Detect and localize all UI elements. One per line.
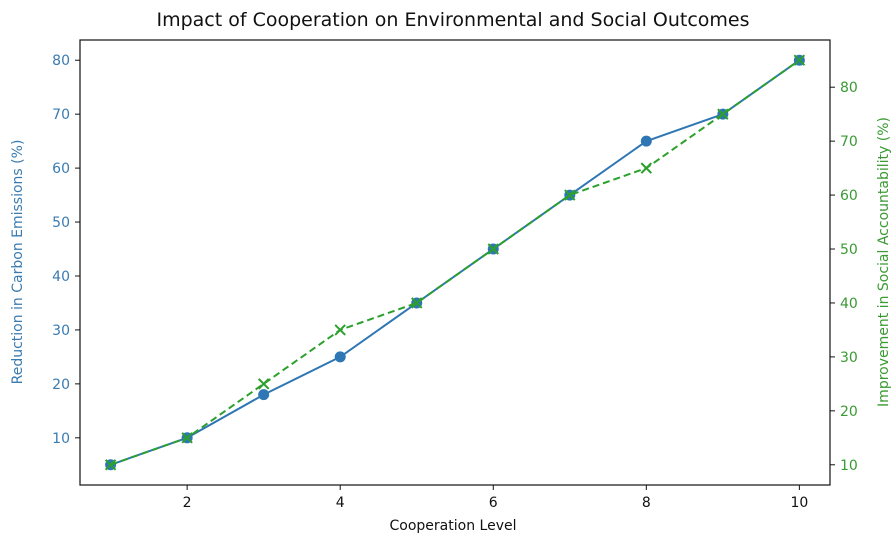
- right-y-axis-label: Improvement in Social Accountability (%): [876, 117, 892, 407]
- plot-area: 2 4 6 8 10 10 20 30 40 50 60 70 80 10 20 30 40 50 60 70 80: [52, 39, 858, 511]
- series-2-point: [257, 378, 270, 390]
- right-y-tick-label: 50: [840, 242, 858, 258]
- series-2-point: [564, 189, 576, 201]
- left-y-tick-label: 50: [52, 215, 70, 231]
- right-y-tick-label: 10: [840, 458, 858, 474]
- left-y-tick-label: 30: [52, 323, 70, 339]
- series-2-point: [104, 459, 117, 471]
- left-y-tick-label: 80: [52, 53, 70, 69]
- left-y-tick-label: 70: [52, 107, 70, 123]
- series-1-point: [334, 351, 346, 363]
- left-y-tick-label: 20: [52, 377, 70, 393]
- right-y-tick-label: 80: [840, 80, 858, 96]
- x-axis-label: Cooperation Level: [390, 518, 517, 533]
- series-1-point: [640, 135, 652, 147]
- series-2-point: [487, 243, 499, 255]
- series-2-point: [793, 54, 806, 66]
- x-tick-label: 8: [642, 495, 651, 511]
- right-y-tick-label: 70: [840, 134, 858, 150]
- right-y-tick-label: 40: [840, 296, 858, 312]
- series-1-point: [258, 389, 270, 401]
- series-2-point: [334, 324, 346, 336]
- left-y-axis-label: Reduction in Carbon Emissions (%): [10, 140, 26, 385]
- left-y-tick-label: 10: [52, 431, 70, 447]
- left-y-tick-label: 60: [52, 161, 70, 177]
- series-2-line: [110, 59, 800, 466]
- left-y-tick-label: 40: [52, 269, 70, 285]
- series-1-line: [110, 59, 800, 466]
- x-tick-label: 2: [183, 495, 192, 511]
- right-y-tick-label: 60: [840, 188, 858, 204]
- x-tick-label: 4: [336, 495, 345, 511]
- right-y-tick-label: 30: [840, 350, 858, 366]
- series-2-point: [717, 108, 729, 120]
- chart-title: Impact of Cooperation on Environmental a…: [156, 9, 749, 31]
- right-y-tick-label: 20: [840, 404, 858, 420]
- x-tick-label: 10: [790, 495, 808, 511]
- series-2-point: [640, 162, 653, 174]
- x-tick-label: 6: [489, 495, 498, 511]
- series-2-point: [181, 432, 193, 444]
- plot-frame: [79, 39, 831, 486]
- series-2-point: [411, 297, 423, 309]
